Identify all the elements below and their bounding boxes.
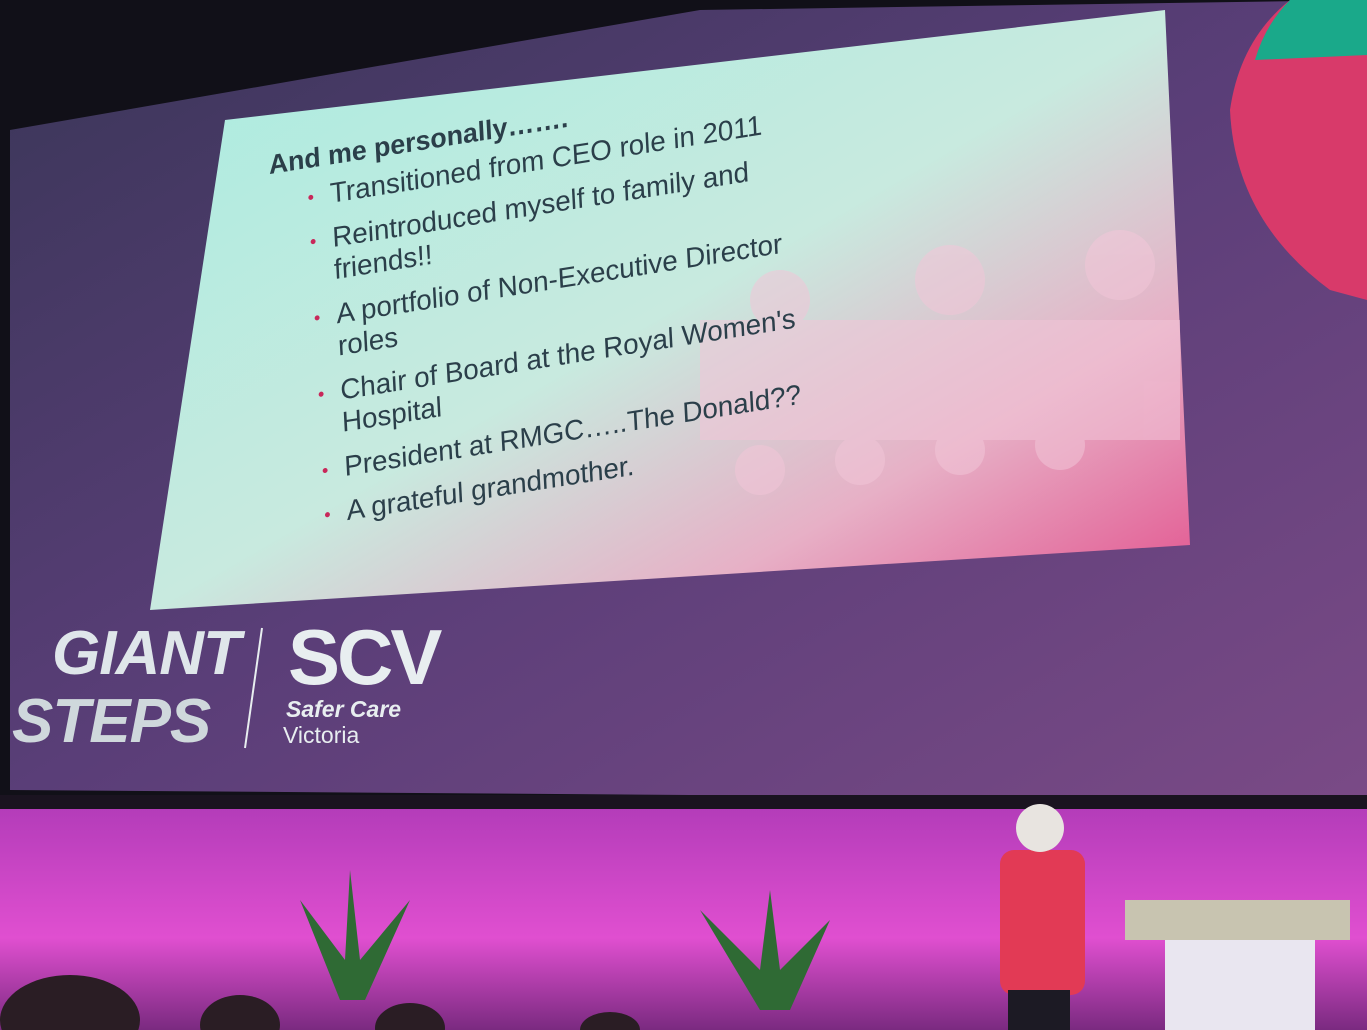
event-logo: GIANT — [52, 618, 240, 689]
org-logo: SCV — [288, 612, 439, 703]
screen-edge — [0, 795, 1367, 809]
page: {"slide": {"title": "And me personally……… — [0, 0, 1367, 1030]
event-logo: STEPS — [12, 686, 210, 757]
org-name: Safer Care — [286, 696, 401, 723]
org-name: Victoria — [283, 722, 359, 749]
